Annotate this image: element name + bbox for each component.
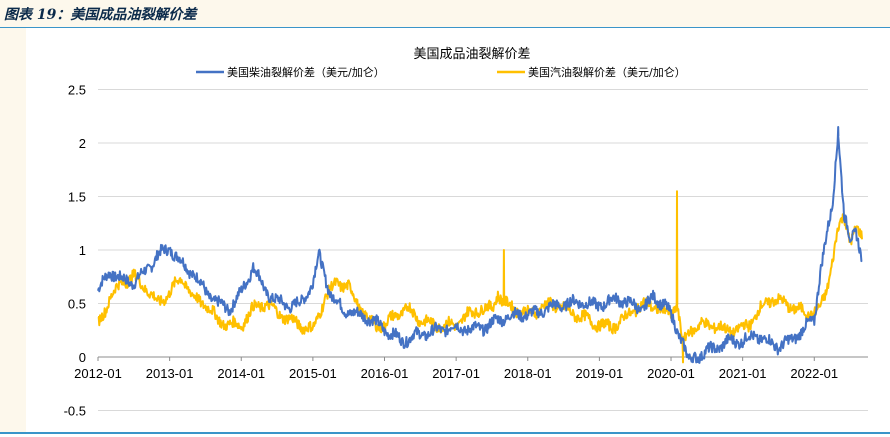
y-tick-label: 2.5 <box>68 83 86 98</box>
x-tick-label: 2013-01 <box>146 366 194 381</box>
y-tick-label: 2 <box>79 136 86 151</box>
caption-rule <box>0 27 890 28</box>
x-tick-label: 2017-01 <box>432 366 480 381</box>
figure-caption: 图表 19：美国成品油裂解价差 <box>4 7 197 23</box>
x-axis-ticks: 2012-01 2013-01 2014-01 2015-01 2016-01 2017-… <box>74 357 838 381</box>
x-tick-label: 2014-01 <box>217 366 265 381</box>
x-tick-label: 2021-01 <box>719 366 767 381</box>
series-lines <box>97 126 863 364</box>
x-tick-label: 2016-01 <box>361 366 409 381</box>
gridlines <box>98 89 868 411</box>
y-axis-ticks: 2.5 2 1.5 1 0.5 0 -0.5 <box>64 83 86 419</box>
y-tick-label: -0.5 <box>64 404 86 419</box>
series-line-0 <box>97 126 863 364</box>
x-tick-label: 2020-01 <box>647 366 695 381</box>
x-tick-label: 2018-01 <box>504 366 552 381</box>
x-tick-label: 2022-01 <box>790 366 838 381</box>
x-tick-label: 2015-01 <box>289 366 337 381</box>
bottom-rule <box>0 432 890 434</box>
y-tick-label: 1 <box>79 243 86 258</box>
legend-label-0: 美国柴油裂解价差（美元/加仑） <box>227 65 385 79</box>
legend: 美国柴油裂解价差（美元/加仑） 美国汽油裂解价差（美元/加仑） <box>196 65 686 79</box>
series-line-1 <box>97 190 863 364</box>
x-tick-label: 2012-01 <box>74 366 122 381</box>
y-tick-label: 0 <box>79 350 86 365</box>
caption-bar <box>0 0 890 27</box>
side-strip <box>0 28 26 432</box>
y-tick-label: 1.5 <box>68 190 86 205</box>
legend-label-1: 美国汽油裂解价差（美元/加仑） <box>528 65 686 79</box>
chart-title: 美国成品油裂解价差 <box>413 47 530 62</box>
x-tick-label: 2019-01 <box>576 366 624 381</box>
y-tick-label: 0.5 <box>68 297 86 312</box>
